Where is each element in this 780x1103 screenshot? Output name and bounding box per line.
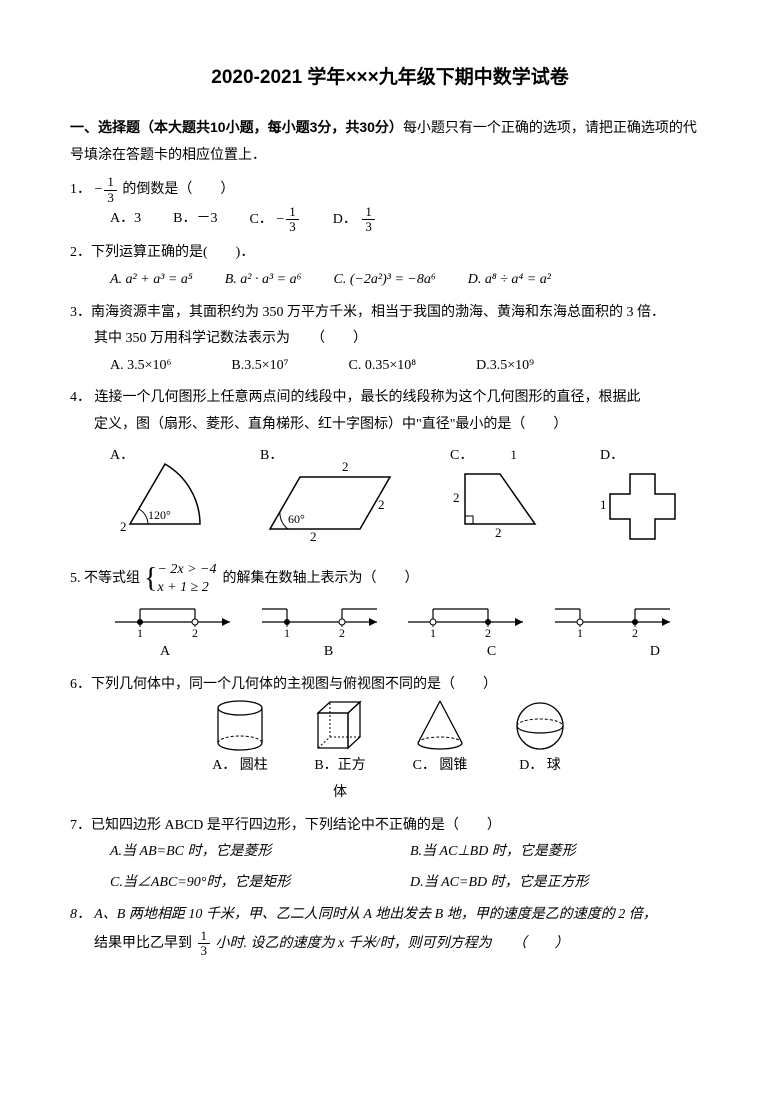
- svg-text:2: 2: [453, 490, 460, 505]
- q7-opt-b: B.当 AC⊥BD 时，它是菱形: [410, 839, 710, 866]
- q3-opt-b: B.3.5×10⁷: [231, 353, 288, 380]
- question-3-line2: 其中 350 万用科学记数法表示为 （ ）: [70, 326, 710, 353]
- cross-icon: 1: [600, 469, 690, 544]
- q2-opt-a: A. a² + a³ = a⁵: [110, 267, 193, 294]
- svg-text:1: 1: [577, 626, 583, 640]
- svg-text:1: 1: [430, 626, 436, 640]
- question-1: 1． −13 的倒数是（ ）: [70, 175, 710, 205]
- q7-opt-d: D.当 AC=BD 时，它是正方形: [410, 870, 710, 897]
- q8-frac: 13: [198, 929, 211, 959]
- svg-text:2: 2: [342, 459, 349, 474]
- q2-options: A. a² + a³ = a⁵ B. a² · a³ = a⁶ C. (−2a²…: [70, 267, 710, 294]
- q1-frac: 13: [104, 175, 117, 205]
- question-6: 6．下列几何体中，同一个几何体的主视图与俯视图不同的是（ ）: [70, 672, 710, 699]
- q1-stem-a: 1．: [70, 182, 91, 197]
- cone-icon: [410, 698, 470, 753]
- svg-text:1: 1: [137, 626, 143, 640]
- q6-labels: A． 圆柱 B．正方体 C． 圆锥 D． 球: [70, 753, 710, 806]
- q3-opt-c: C. 0.35×10⁸: [349, 353, 417, 380]
- q4-shapes: A． 120° 2 B． 60° 2 2 2 C． 1: [70, 439, 710, 555]
- exam-page: 2020-2021 学年×××九年级下期中数学试卷 一、选择题（本大题共10小题…: [0, 0, 780, 999]
- section-heading: 一、选择题（本大题共10小题，每小题3分，共30分）每小题只有一个正确的选项，请…: [70, 114, 710, 169]
- question-8-line1: 8． A、B 两地相距 10 千米，甲、乙二人同时从 A 地出发去 B 地，甲的…: [70, 902, 710, 929]
- trapezoid-icon: 2 2: [450, 469, 550, 537]
- cylinder-icon: [210, 698, 270, 753]
- q2-opt-c: C. (−2a²)³ = −8a⁶: [333, 267, 435, 294]
- q7-options: A.当 AB=BC 时，它是菱形 B.当 AC⊥BD 时，它是菱形 C.当∠AB…: [70, 839, 710, 896]
- q4-opt-c: C． 1 2 2: [450, 443, 550, 548]
- q1-options: A．3 B．－3 C． −13 D． 13: [70, 205, 710, 235]
- numberline-c: 1 2: [403, 597, 533, 639]
- cube-icon: [310, 698, 370, 753]
- svg-text:2: 2: [378, 497, 385, 512]
- q1-opt-a: A．3: [110, 206, 141, 233]
- q2-opt-b: B. a² · a³ = a⁶: [225, 267, 302, 294]
- q4-opt-b: B． 60° 2 2 2: [260, 443, 400, 555]
- page-title: 2020-2021 学年×××九年级下期中数学试卷: [70, 60, 710, 96]
- q2-opt-d: D. a⁸ ÷ a⁴ = a²: [468, 267, 551, 294]
- svg-text:2: 2: [192, 626, 198, 640]
- svg-text:2: 2: [632, 626, 638, 640]
- question-3-line1: 3．南海资源丰富，其面积约为 350 万平方千米，相当于我国的渤海、黄海和东海总…: [70, 300, 710, 327]
- q5-labels: A B C D: [70, 639, 710, 666]
- svg-text:1: 1: [600, 497, 607, 512]
- q7-opt-a: A.当 AB=BC 时，它是菱形: [110, 839, 410, 866]
- q3-opt-a: A. 3.5×10⁶: [110, 353, 171, 380]
- q6-solids: [70, 698, 710, 753]
- brace-icon: {: [144, 568, 157, 590]
- svg-text:2: 2: [485, 626, 491, 640]
- q1-stem-b: 的倒数是（ ）: [122, 182, 234, 197]
- q3-options: A. 3.5×10⁶ B.3.5×10⁷ C. 0.35×10⁸ D.3.5×1…: [70, 353, 710, 380]
- numberline-a: 1 2: [110, 597, 240, 639]
- q4-opt-a: A． 120° 2: [110, 443, 210, 550]
- sector-icon: 120° 2: [110, 469, 210, 539]
- svg-text:2: 2: [495, 525, 502, 540]
- question-5: 5. 不等式组 { − 2x > −4 x + 1 ≥ 2 的解集在数轴上表示为…: [70, 561, 710, 597]
- svg-text:1: 1: [284, 626, 290, 640]
- question-2: 2．下列运算正确的是( )．: [70, 240, 710, 267]
- numberline-b: 1 2: [257, 597, 387, 639]
- svg-text:2: 2: [310, 529, 317, 544]
- section-heading-bold: 一、选择题（本大题共10小题，每小题3分，共30分）: [70, 119, 403, 135]
- numberline-d: 1 2: [550, 597, 680, 639]
- svg-text:2: 2: [339, 626, 345, 640]
- svg-text:120°: 120°: [148, 508, 171, 522]
- svg-text:2: 2: [120, 519, 127, 534]
- sphere-icon: [510, 698, 570, 753]
- q3-opt-d: D.3.5×10⁹: [476, 353, 534, 380]
- question-7: 7．已知四边形 ABCD 是平行四边形，下列结论中不正确的是（ ）: [70, 813, 710, 840]
- question-8-line2: 结果甲比乙早到 13 小时. 设乙的速度为 x 千米/时，则可列方程为 （ ）: [70, 929, 710, 959]
- q4-opt-d: D． 1: [600, 443, 690, 555]
- question-4-line2: 定义，图（扇形、菱形、直角梯形、红十字图标）中"直径"最小的是（ ）: [70, 412, 710, 439]
- svg-text:60°: 60°: [288, 512, 305, 526]
- q1-opt-c: C． −13: [249, 205, 300, 235]
- q5-numberlines: 1 2 1 2 1 2: [70, 597, 710, 639]
- q1-opt-d: D． 13: [333, 205, 377, 235]
- rhombus-icon: 60° 2 2 2: [260, 469, 400, 544]
- q1-opt-b: B．－3: [173, 206, 217, 233]
- question-4-line1: 4． 连接一个几何图形上任意两点间的线段中，最长的线段称为这个几何图形的直径，根…: [70, 385, 710, 412]
- q7-opt-c: C.当∠ABC=90°时，它是矩形: [110, 870, 410, 897]
